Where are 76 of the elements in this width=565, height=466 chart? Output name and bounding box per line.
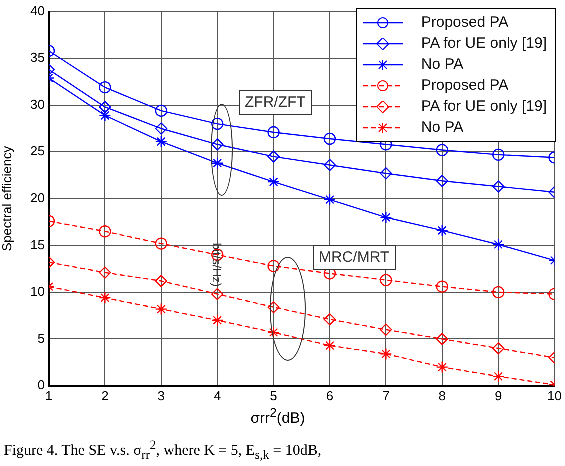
- point: [436, 175, 448, 188]
- x-tick-label: 7: [382, 388, 390, 404]
- point: [211, 288, 224, 300]
- point: [268, 176, 280, 188]
- point: [436, 280, 448, 293]
- point: [211, 157, 224, 170]
- x-tick-label: 1: [45, 388, 53, 404]
- point: [99, 81, 112, 94]
- x-axis-title: σrr$^{2}$(dB): [250, 406, 306, 427]
- point: [436, 224, 448, 237]
- point: [492, 370, 505, 383]
- point: [324, 132, 336, 146]
- point: [211, 138, 224, 151]
- point: [380, 274, 392, 286]
- point: [155, 104, 168, 118]
- point: [155, 303, 168, 316]
- x-tick-label: 6: [326, 388, 334, 404]
- point: [492, 148, 505, 162]
- point: [436, 361, 448, 374]
- x-tick-label: 10: [548, 388, 562, 404]
- point: [211, 314, 224, 327]
- point: [155, 122, 168, 135]
- caption: Figure 4. The SE v.s. σ$_{rr}$$^{2}$, where K = 5, E$_{s,k}$ = 10dB,: [4, 438, 322, 463]
- point: [324, 194, 336, 206]
- point: [268, 126, 280, 139]
- y-tick-label: 15: [30, 237, 45, 252]
- y-axis-title: Spectral efficiency: [0, 146, 14, 252]
- point: [324, 159, 336, 172]
- legend-label: Proposed PA: [421, 14, 509, 31]
- point: [99, 226, 112, 238]
- point: [492, 238, 505, 251]
- legend-label: No PA: [421, 119, 464, 136]
- point: [155, 275, 168, 288]
- point: [99, 101, 112, 114]
- point: [492, 286, 505, 299]
- legend-label: PA for UE only [19]: [421, 98, 547, 115]
- x-tick-label: 5: [270, 388, 278, 404]
- y-tick-label: 40: [30, 3, 45, 18]
- x-tick-label: 4: [214, 388, 222, 404]
- legend-label: No PA: [421, 56, 464, 73]
- y-tick-label: 20: [30, 190, 45, 206]
- x-tick-label: 3: [158, 388, 166, 404]
- point: [492, 342, 505, 355]
- point: [99, 266, 112, 279]
- annotation: ZFR/ZFT: [239, 90, 312, 115]
- point: [436, 144, 448, 156]
- annotation: MRC/MRT: [313, 245, 396, 270]
- legend-label: PA for UE only [19]: [421, 35, 547, 52]
- point: [380, 168, 392, 180]
- point: [380, 324, 392, 336]
- point: [324, 340, 336, 352]
- point: [324, 313, 336, 326]
- point: [99, 292, 112, 304]
- point: [380, 212, 392, 224]
- point: [155, 238, 168, 250]
- point: [99, 110, 112, 122]
- point: [436, 333, 448, 346]
- x-tick-label: 8: [438, 388, 446, 404]
- point: [268, 326, 280, 339]
- point: [492, 180, 505, 193]
- annotation: bit/s/Hz): [210, 242, 224, 288]
- x-tick-label: 9: [494, 388, 502, 404]
- x-tick-label: 2: [102, 388, 109, 404]
- legend-label: Proposed PA: [421, 77, 509, 94]
- y-tick-label: 30: [30, 96, 45, 112]
- y-tick-label: 25: [30, 144, 45, 159]
- point: [268, 150, 280, 163]
- y-tick-label: 35: [30, 50, 45, 66]
- y-tick-label: 0: [38, 378, 45, 393]
- point: [155, 136, 168, 148]
- y-tick-label: 5: [38, 330, 45, 346]
- point: [268, 301, 280, 314]
- y-tick-label: 10: [30, 284, 45, 300]
- point: [211, 118, 224, 130]
- point: [380, 348, 392, 360]
- point: [268, 260, 280, 272]
